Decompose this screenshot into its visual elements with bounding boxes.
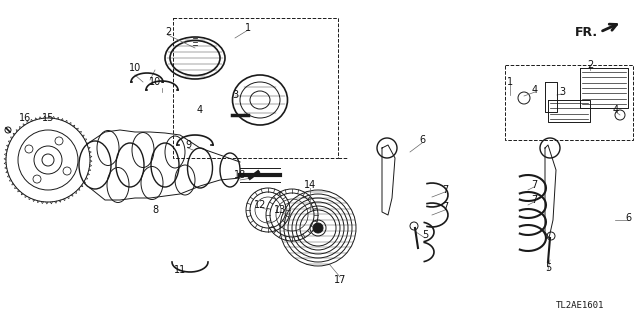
Text: 2: 2 bbox=[165, 27, 171, 37]
Bar bbox=[173, 18, 338, 158]
Text: 4: 4 bbox=[613, 105, 619, 115]
Text: 10: 10 bbox=[129, 63, 141, 73]
Text: 8: 8 bbox=[152, 205, 158, 215]
Circle shape bbox=[313, 223, 323, 233]
Text: 11: 11 bbox=[174, 265, 186, 275]
Text: 5: 5 bbox=[422, 230, 428, 240]
Text: 12: 12 bbox=[254, 200, 266, 210]
Text: 16: 16 bbox=[19, 113, 31, 123]
Text: 5: 5 bbox=[545, 263, 551, 273]
Text: FR.: FR. bbox=[575, 26, 598, 38]
Text: 7: 7 bbox=[442, 185, 448, 195]
Text: 7: 7 bbox=[531, 180, 537, 190]
Bar bbox=[505, 65, 633, 140]
Text: 3: 3 bbox=[232, 90, 238, 100]
Text: 10: 10 bbox=[149, 77, 161, 87]
Text: 1: 1 bbox=[245, 23, 251, 33]
Text: TL2AE1601: TL2AE1601 bbox=[556, 300, 604, 309]
Text: 2: 2 bbox=[587, 60, 593, 70]
Text: 13: 13 bbox=[274, 205, 286, 215]
Text: 6: 6 bbox=[625, 213, 631, 223]
Text: 1: 1 bbox=[507, 77, 513, 87]
Text: 4: 4 bbox=[197, 105, 203, 115]
Text: 7: 7 bbox=[531, 195, 537, 205]
Text: 4: 4 bbox=[532, 85, 538, 95]
Text: 3: 3 bbox=[559, 87, 565, 97]
Text: 9: 9 bbox=[185, 140, 191, 150]
Text: 18: 18 bbox=[234, 170, 246, 180]
Text: 6: 6 bbox=[419, 135, 425, 145]
Text: 15: 15 bbox=[42, 113, 54, 123]
Text: 17: 17 bbox=[334, 275, 346, 285]
Text: 14: 14 bbox=[304, 180, 316, 190]
Text: 7: 7 bbox=[442, 202, 448, 212]
